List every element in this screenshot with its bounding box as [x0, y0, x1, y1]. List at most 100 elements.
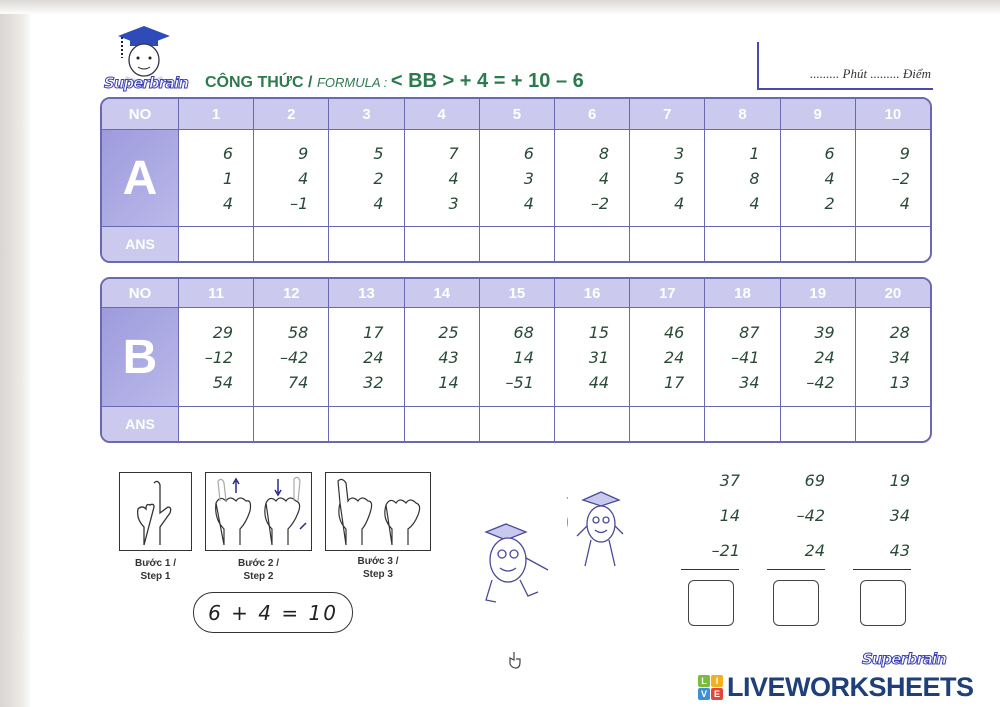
answer-cell[interactable] — [178, 407, 254, 441]
answer-input[interactable] — [329, 407, 404, 441]
example-equation: 6 + 4 = 10 — [193, 592, 353, 633]
answer-input[interactable] — [855, 227, 930, 261]
step-2-image — [205, 472, 312, 551]
number-column: 6 4 2 — [779, 130, 855, 226]
tile: V — [698, 688, 710, 700]
answer-cell[interactable] — [328, 407, 404, 441]
addend: 14 — [438, 372, 459, 392]
answer-cell[interactable] — [253, 407, 329, 441]
addend: 4 — [222, 193, 234, 213]
answer-cell[interactable] — [554, 227, 630, 261]
number-column: 6 1 4 — [178, 130, 253, 226]
answer-cell[interactable] — [478, 407, 555, 441]
answer-input[interactable] — [404, 227, 479, 261]
answer-input[interactable] — [705, 407, 780, 441]
answer-cell[interactable] — [629, 227, 705, 261]
number-column: 5 2 4 — [328, 130, 403, 226]
answer-cell[interactable] — [704, 407, 780, 441]
section-label: B — [102, 308, 178, 406]
addend: 1 — [749, 143, 760, 163]
answer-input[interactable] — [780, 227, 855, 261]
answer-input[interactable] — [179, 227, 254, 261]
answer-input[interactable] — [555, 407, 630, 441]
addend: 29 — [212, 322, 234, 342]
answer-cell[interactable] — [328, 227, 404, 261]
answer-cell[interactable] — [779, 227, 855, 261]
extra-problem-2: 69 –42 24 — [765, 470, 825, 575]
liveworksheets-watermark: L I V E LIVEWORKSHEETS — [698, 672, 974, 703]
answer-input[interactable] — [705, 227, 780, 261]
answer-cell[interactable] — [554, 407, 630, 441]
col-no: 5 — [478, 99, 554, 129]
answer-input[interactable] — [555, 227, 630, 261]
addend: 25 — [438, 322, 459, 342]
footer-brand-logo: Superbrain — [862, 650, 948, 669]
answer-input[interactable] — [479, 407, 555, 441]
addend: –41 — [731, 347, 760, 367]
number-column: 15 31 44 — [554, 308, 629, 406]
answer-input[interactable] — [861, 581, 905, 625]
scan-edge — [0, 0, 30, 707]
step-3-label: Bước 3 / Step 3 — [325, 555, 431, 581]
answer-input[interactable] — [254, 227, 329, 261]
col-no: 12 — [253, 279, 328, 307]
answer-input[interactable] — [329, 227, 404, 261]
score-box: ......... Phút ......... Điểm — [757, 42, 933, 90]
addend: –12 — [204, 347, 234, 367]
answer-input[interactable] — [479, 227, 555, 261]
numbers-row: A 6 1 4 9 4 –1 5 2 4 7 4 3 6 3 4 8 4 –2 3 5 4 1 8 4 6 4 2 9 –2 4 — [102, 130, 930, 227]
answer-input[interactable] — [630, 407, 705, 441]
problem-number: 19 — [889, 471, 910, 490]
answer-cell[interactable] — [704, 227, 780, 261]
answer-cell[interactable] — [854, 407, 930, 441]
answer-input[interactable] — [630, 227, 705, 261]
addend: –42 — [806, 372, 835, 392]
header-row: NO 11 12 13 14 15 16 17 18 19 20 — [102, 279, 930, 308]
addend: 31 — [588, 347, 610, 367]
answer-cell[interactable] — [779, 407, 855, 441]
answer-cell[interactable] — [253, 227, 329, 261]
answer-input[interactable] — [689, 581, 733, 625]
step-label-en: Step 2 — [243, 571, 274, 582]
pointing-hand-icon — [509, 652, 521, 669]
answer-cell[interactable] — [478, 227, 555, 261]
step-1-image — [119, 472, 192, 551]
addend: 9 — [899, 143, 910, 163]
tile: E — [711, 688, 723, 700]
answer-cell[interactable] — [854, 227, 930, 261]
number-column: 29 –12 54 — [178, 308, 253, 406]
answer-box-1[interactable] — [688, 580, 734, 626]
addend: –42 — [279, 347, 309, 367]
scan-edge — [0, 0, 1000, 14]
addend: –1 — [290, 193, 309, 213]
no-label: NO — [128, 284, 152, 302]
number-column: 3 5 4 — [629, 130, 704, 226]
tile: I — [711, 675, 723, 687]
answer-cell[interactable] — [178, 227, 254, 261]
addend: 4 — [824, 168, 835, 188]
col-no: 13 — [328, 279, 403, 307]
col-no: 10 — [854, 99, 930, 129]
number-column: 28 34 13 — [854, 308, 930, 406]
answer-box-3[interactable] — [860, 580, 906, 626]
answer-cell[interactable] — [403, 227, 479, 261]
answer-input[interactable] — [855, 407, 930, 441]
hands-ten-icon — [337, 478, 421, 546]
answer-cell[interactable] — [403, 407, 479, 441]
step-label-en: Step 1 — [140, 571, 171, 582]
answer-input[interactable] — [254, 407, 329, 441]
number-column: 7 4 3 — [403, 130, 479, 226]
answer-input[interactable] — [179, 407, 254, 441]
answer-input[interactable] — [774, 581, 818, 625]
step-label-vi: Bước 3 / — [357, 556, 399, 567]
answer-input[interactable] — [404, 407, 479, 441]
problem-number: –21 — [711, 541, 740, 560]
answer-input[interactable] — [780, 407, 855, 441]
addend: 74 — [287, 372, 309, 392]
number-column: 25 43 14 — [403, 308, 479, 406]
score-text: ......... Phút ......... Điểm — [810, 66, 931, 81]
answer-box-2[interactable] — [773, 580, 819, 626]
formula-label-en: FORMULA : — [316, 75, 391, 90]
answer-cell[interactable] — [629, 407, 705, 441]
addend: 17 — [363, 322, 384, 342]
